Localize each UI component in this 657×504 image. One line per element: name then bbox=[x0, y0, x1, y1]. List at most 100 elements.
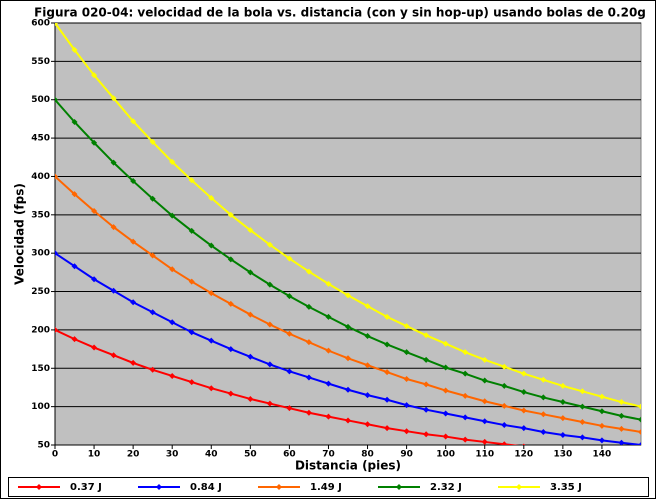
point-marker bbox=[618, 425, 625, 432]
x-tick-label: 40 bbox=[205, 450, 218, 460]
point-marker bbox=[364, 392, 371, 399]
y-tick-label: 600 bbox=[31, 19, 50, 29]
point-marker bbox=[442, 387, 449, 394]
point-marker bbox=[305, 409, 312, 416]
point-marker bbox=[247, 269, 254, 276]
point-marker bbox=[638, 416, 641, 423]
point-marker bbox=[91, 207, 98, 214]
point-marker bbox=[286, 405, 293, 412]
point-marker bbox=[364, 303, 371, 310]
point-marker bbox=[188, 278, 195, 285]
x-tick-label: 80 bbox=[361, 450, 374, 460]
point-marker bbox=[345, 355, 351, 362]
point-marker bbox=[188, 379, 195, 386]
x-tick-label: 10 bbox=[88, 450, 101, 460]
y-tick-label: 500 bbox=[31, 95, 50, 105]
x-axis-label: Distancia (pies) bbox=[295, 459, 401, 473]
point-marker bbox=[598, 422, 605, 429]
point-marker bbox=[442, 340, 449, 347]
point-marker bbox=[501, 441, 508, 445]
point-marker bbox=[559, 415, 566, 422]
y-tick-label: 550 bbox=[31, 57, 50, 67]
point-marker bbox=[520, 370, 527, 377]
point-marker bbox=[481, 356, 488, 363]
point-marker bbox=[247, 311, 254, 318]
point-marker bbox=[71, 46, 78, 53]
y-axis-label: Velocidad (fps) bbox=[13, 183, 27, 285]
x-tick-label: 90 bbox=[400, 450, 413, 460]
point-marker bbox=[540, 411, 547, 418]
point-marker bbox=[559, 399, 566, 406]
point-marker bbox=[305, 303, 312, 310]
point-marker bbox=[345, 417, 351, 424]
point-marker bbox=[423, 431, 430, 438]
point-marker bbox=[579, 418, 586, 425]
point-marker bbox=[208, 194, 215, 201]
y-tick-label: 150 bbox=[31, 364, 50, 374]
point-marker bbox=[247, 227, 254, 234]
point-marker bbox=[110, 224, 117, 231]
x-tick-label: 0 bbox=[52, 450, 58, 460]
point-marker bbox=[403, 428, 410, 435]
point-marker bbox=[325, 347, 332, 354]
point-marker bbox=[540, 394, 547, 401]
point-marker bbox=[110, 159, 117, 166]
point-marker bbox=[55, 173, 58, 180]
point-marker bbox=[481, 398, 488, 405]
point-marker bbox=[403, 349, 410, 356]
point-marker bbox=[208, 385, 215, 392]
point-marker bbox=[188, 227, 195, 234]
point-marker bbox=[91, 72, 98, 79]
point-marker bbox=[462, 349, 469, 356]
point-marker bbox=[384, 425, 391, 432]
point-marker bbox=[266, 400, 273, 407]
point-marker bbox=[403, 402, 410, 409]
point-marker bbox=[247, 395, 254, 402]
x-tick-label: 70 bbox=[322, 450, 335, 460]
point-marker bbox=[364, 333, 371, 340]
point-marker bbox=[501, 363, 508, 370]
legend-label: 3.35 J bbox=[550, 482, 582, 493]
point-marker bbox=[130, 238, 137, 245]
point-marker bbox=[501, 382, 508, 389]
point-marker bbox=[638, 442, 641, 445]
point-marker bbox=[520, 425, 527, 432]
point-marker bbox=[55, 96, 58, 103]
x-tick-label: 50 bbox=[244, 450, 257, 460]
x-tick-label: 60 bbox=[283, 450, 296, 460]
point-marker bbox=[149, 138, 156, 145]
point-marker bbox=[305, 339, 312, 346]
y-tick-label: 400 bbox=[31, 172, 50, 182]
point-marker bbox=[227, 256, 234, 263]
point-marker bbox=[462, 436, 469, 443]
point-marker bbox=[286, 368, 293, 375]
point-marker bbox=[540, 428, 547, 435]
legend-label: 1.49 J bbox=[310, 482, 342, 493]
x-tick-label: 130 bbox=[553, 450, 572, 460]
point-marker bbox=[638, 428, 641, 435]
x-tick-label: 20 bbox=[127, 450, 140, 460]
point-marker bbox=[384, 396, 391, 403]
point-marker bbox=[266, 321, 273, 328]
point-marker bbox=[305, 268, 312, 275]
point-marker bbox=[208, 290, 215, 297]
point-marker bbox=[55, 250, 58, 257]
legend-label: 2.32 J bbox=[430, 482, 462, 493]
point-marker bbox=[71, 263, 78, 270]
point-marker bbox=[442, 364, 449, 371]
point-marker bbox=[423, 356, 430, 363]
point-marker bbox=[481, 377, 488, 384]
point-marker bbox=[188, 177, 195, 184]
point-marker bbox=[384, 313, 391, 320]
point-marker bbox=[130, 178, 137, 185]
plot-area bbox=[54, 22, 642, 446]
point-marker bbox=[110, 95, 117, 102]
y-tick-label: 50 bbox=[37, 441, 50, 451]
point-marker bbox=[227, 346, 234, 353]
y-tick-label: 250 bbox=[31, 287, 50, 297]
point-marker bbox=[618, 439, 625, 445]
y-tick-label: 350 bbox=[31, 210, 50, 220]
point-marker bbox=[345, 323, 351, 330]
point-marker bbox=[208, 337, 215, 344]
point-marker bbox=[423, 381, 430, 388]
